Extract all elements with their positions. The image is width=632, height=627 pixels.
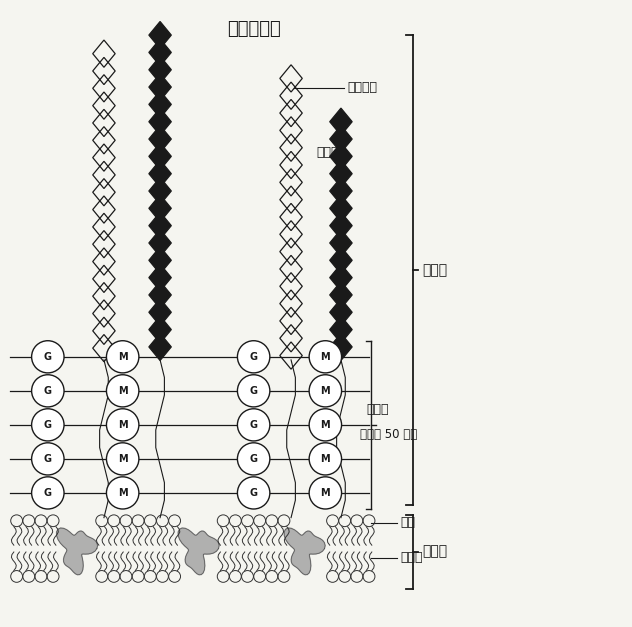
Circle shape (309, 477, 341, 509)
Text: G: G (250, 454, 258, 464)
Polygon shape (330, 334, 352, 361)
Circle shape (238, 340, 270, 373)
Polygon shape (149, 334, 171, 361)
Text: M: M (320, 352, 330, 362)
Text: 革兰阳性菌: 革兰阳性菌 (227, 20, 281, 38)
Polygon shape (149, 298, 171, 326)
Text: 肽聚糖: 肽聚糖 (366, 403, 389, 416)
Text: G: G (250, 386, 258, 396)
Text: M: M (118, 352, 128, 362)
Circle shape (106, 443, 139, 475)
Circle shape (309, 375, 341, 407)
Polygon shape (149, 177, 171, 204)
Polygon shape (330, 177, 352, 204)
Polygon shape (149, 264, 171, 291)
Circle shape (32, 477, 64, 509)
Text: （可达 50 层）: （可达 50 层） (360, 428, 417, 441)
Text: 蛋白质: 蛋白质 (400, 551, 423, 564)
Text: 膜磷壁酸: 膜磷壁酸 (347, 81, 377, 94)
Text: G: G (44, 488, 52, 498)
Text: G: G (44, 352, 52, 362)
Polygon shape (149, 125, 171, 152)
Circle shape (238, 375, 270, 407)
Polygon shape (330, 282, 352, 308)
Polygon shape (149, 212, 171, 240)
Polygon shape (330, 264, 352, 291)
Text: G: G (44, 454, 52, 464)
Polygon shape (149, 143, 171, 170)
Circle shape (32, 375, 64, 407)
Polygon shape (149, 56, 171, 83)
Text: G: G (44, 420, 52, 430)
Text: G: G (250, 352, 258, 362)
Polygon shape (330, 125, 352, 152)
Circle shape (238, 477, 270, 509)
Text: M: M (118, 454, 128, 464)
Polygon shape (149, 246, 171, 274)
Polygon shape (149, 108, 171, 135)
Text: 壁磷壁酸: 壁磷壁酸 (316, 146, 346, 159)
Polygon shape (149, 39, 171, 66)
Polygon shape (330, 195, 352, 222)
Circle shape (106, 340, 139, 373)
Polygon shape (330, 229, 352, 256)
Circle shape (32, 409, 64, 441)
Polygon shape (330, 160, 352, 187)
Text: 细胞壁: 细胞壁 (422, 263, 447, 277)
Polygon shape (330, 246, 352, 274)
Polygon shape (178, 528, 219, 575)
Polygon shape (149, 160, 171, 187)
Circle shape (309, 443, 341, 475)
Circle shape (238, 409, 270, 441)
Text: M: M (118, 420, 128, 430)
Circle shape (238, 443, 270, 475)
Circle shape (106, 409, 139, 441)
Polygon shape (284, 528, 325, 575)
Polygon shape (330, 143, 352, 170)
Text: 细胞膜: 细胞膜 (422, 545, 447, 559)
Text: M: M (118, 488, 128, 498)
Polygon shape (149, 195, 171, 222)
Polygon shape (330, 108, 352, 135)
Circle shape (32, 443, 64, 475)
Circle shape (309, 340, 341, 373)
Circle shape (106, 375, 139, 407)
Text: M: M (320, 420, 330, 430)
Polygon shape (330, 298, 352, 326)
Text: G: G (250, 488, 258, 498)
Text: G: G (250, 420, 258, 430)
Circle shape (32, 340, 64, 373)
Polygon shape (149, 282, 171, 308)
Circle shape (309, 409, 341, 441)
Text: M: M (320, 488, 330, 498)
Polygon shape (149, 21, 171, 49)
Polygon shape (330, 316, 352, 343)
Text: M: M (118, 386, 128, 396)
Circle shape (106, 477, 139, 509)
Polygon shape (149, 316, 171, 343)
Polygon shape (56, 528, 97, 575)
Polygon shape (149, 91, 171, 118)
Text: G: G (44, 386, 52, 396)
Text: M: M (320, 386, 330, 396)
Text: 磷脂: 磷脂 (400, 516, 415, 529)
Text: M: M (320, 454, 330, 464)
Polygon shape (149, 73, 171, 101)
Polygon shape (149, 229, 171, 256)
Polygon shape (330, 212, 352, 240)
